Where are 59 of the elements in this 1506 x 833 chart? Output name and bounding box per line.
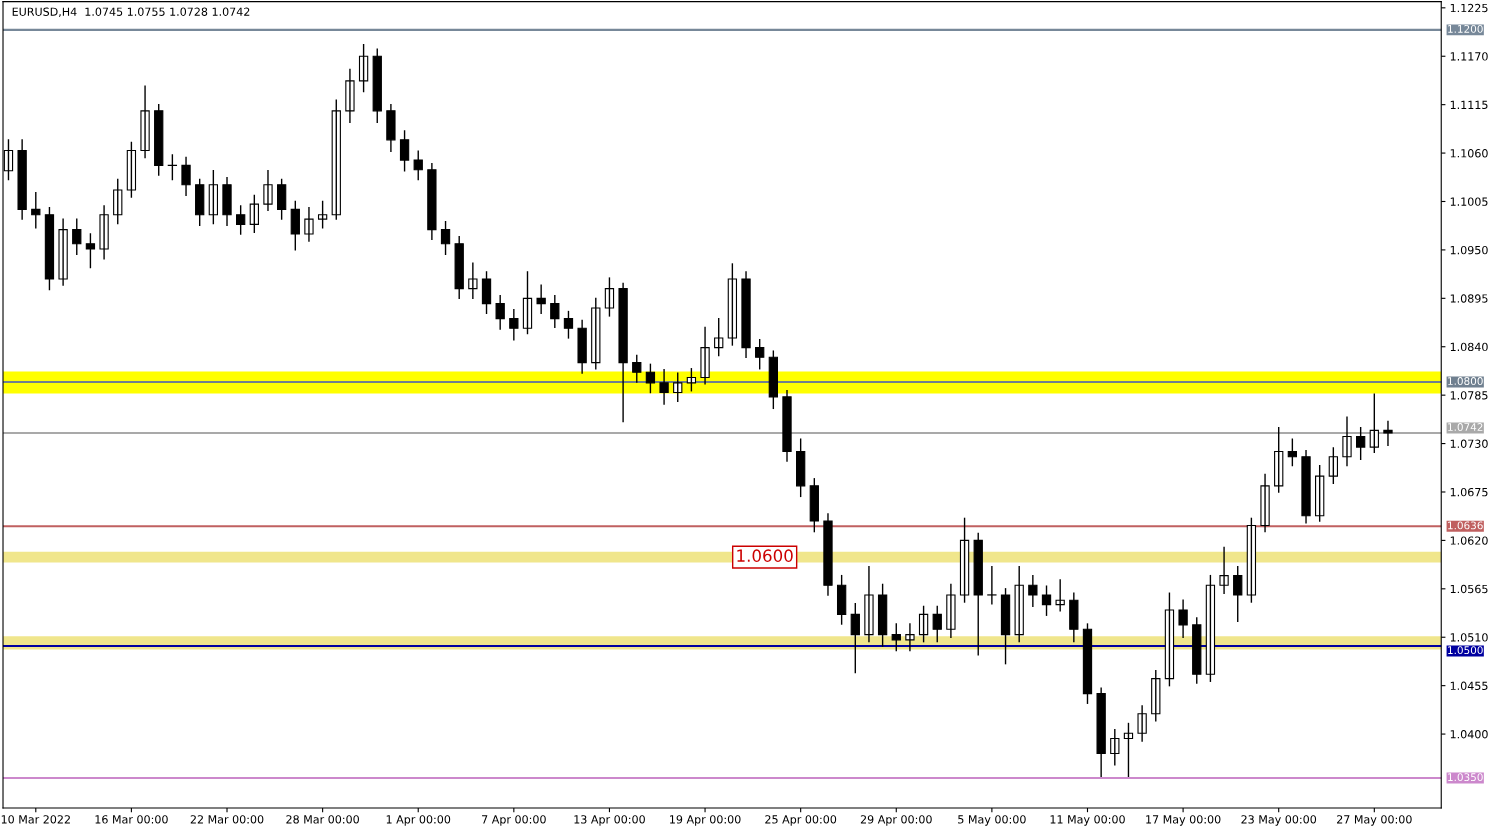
x-tick-label: 23 May 00:00 bbox=[1241, 815, 1317, 826]
x-tick-label: 27 May 00:00 bbox=[1337, 815, 1412, 826]
candlestick bbox=[891, 623, 901, 652]
chart-title: EURUSD,H4 1.0745 1.0755 1.0728 1.0742 bbox=[12, 7, 250, 18]
candlestick bbox=[31, 191, 41, 229]
y-tick-label: 1.0400 bbox=[1450, 730, 1488, 739]
x-tick-label: 29 Apr 00:00 bbox=[860, 815, 932, 826]
candlestick bbox=[973, 532, 983, 656]
y-tick-label: 1.0510 bbox=[1450, 633, 1488, 642]
y-tick-label: 1.0840 bbox=[1450, 342, 1488, 352]
ref-line-label: 1.0350 bbox=[1448, 773, 1483, 782]
candlestick bbox=[85, 233, 96, 269]
ref-line-label: 1.0800 bbox=[1448, 377, 1483, 385]
x-tick-label: 1 Apr 00:00 bbox=[386, 815, 451, 826]
x-tick-label: 19 Apr 00:00 bbox=[670, 815, 741, 826]
x-tick-label: 22 Mar 00:00 bbox=[190, 815, 264, 824]
y-tick-label: 1.0565 bbox=[1450, 584, 1488, 594]
ref-line-label: 1.0636 bbox=[1448, 521, 1483, 530]
candlestick bbox=[304, 206, 314, 242]
x-tick-label: 17 May 00:00 bbox=[1146, 815, 1221, 826]
y-tick-label: 1.0895 bbox=[1450, 294, 1488, 303]
x-tick-label: 10 Mar 2022 bbox=[1, 815, 70, 824]
y-tick-label: 1.0675 bbox=[1450, 487, 1488, 497]
candlestick bbox=[905, 623, 915, 652]
candlestick bbox=[1356, 427, 1366, 461]
x-tick-label: 11 May 00:00 bbox=[1050, 815, 1125, 826]
y-tick-label: 1.1170 bbox=[1450, 52, 1488, 61]
candlestick bbox=[317, 200, 328, 229]
candlestick bbox=[454, 236, 464, 300]
candlestick bbox=[72, 218, 82, 256]
x-tick-label: 5 May 00:00 bbox=[958, 815, 1026, 826]
x-tick-label: 25 Apr 00:00 bbox=[765, 815, 837, 826]
x-tick-label: 7 Apr 00:00 bbox=[482, 815, 546, 826]
x-tick-label: 28 Mar 00:00 bbox=[286, 815, 359, 824]
y-tick-label: 1.1115 bbox=[1450, 100, 1488, 110]
candlestick bbox=[932, 605, 942, 643]
candlestick bbox=[591, 297, 601, 370]
candlestick bbox=[987, 566, 997, 605]
y-tick-label: 1.0730 bbox=[1450, 439, 1488, 448]
candlestick bbox=[1178, 599, 1188, 638]
y-tick-label: 1.0950 bbox=[1450, 245, 1488, 255]
y-tick-label: 1.0455 bbox=[1450, 681, 1488, 691]
candlestick bbox=[632, 354, 642, 383]
y-tick-label: 1.1060 bbox=[1450, 149, 1488, 158]
candlestick bbox=[413, 150, 423, 181]
candlestick bbox=[1151, 669, 1161, 722]
candlestick bbox=[1383, 420, 1393, 447]
y-tick-label: 1.0620 bbox=[1450, 536, 1488, 545]
ref-line-label: 1.0742 bbox=[1448, 423, 1483, 431]
y-tick-label: 1.1225 bbox=[1450, 3, 1488, 13]
y-tick-label: 1.1005 bbox=[1450, 197, 1488, 206]
y-tick-label: 1.0785 bbox=[1450, 391, 1488, 400]
x-tick-label: 13 Apr 00:00 bbox=[574, 815, 645, 826]
x-tick-label: 16 Mar 00:00 bbox=[95, 815, 168, 824]
ref-line-label: 1.0500 bbox=[1448, 646, 1483, 655]
candlestick bbox=[1192, 617, 1202, 684]
band-label: 1.0600 bbox=[737, 549, 793, 562]
candlestick bbox=[1014, 566, 1024, 643]
ref-line-label: 1.1200 bbox=[1448, 24, 1483, 33]
